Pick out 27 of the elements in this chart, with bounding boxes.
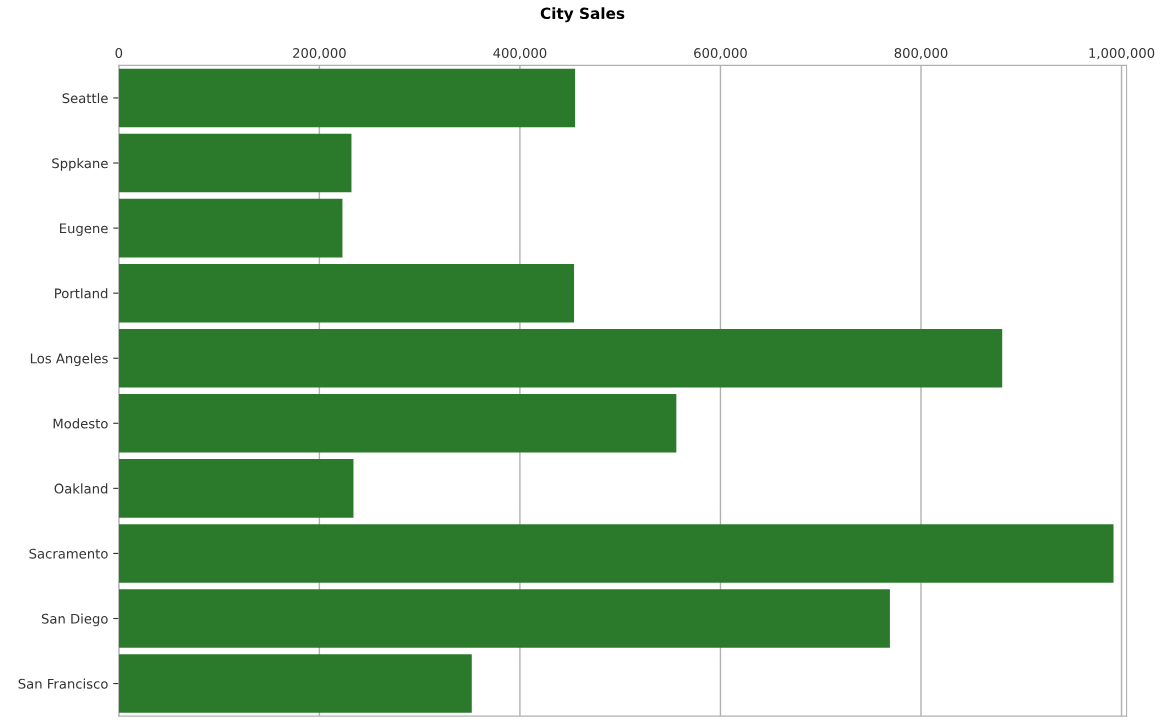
y-tick-label: Portland <box>55 288 108 299</box>
x-tick-label: 800,000 <box>894 48 948 60</box>
bar <box>118 263 575 323</box>
bar <box>118 589 890 648</box>
bar <box>118 133 352 193</box>
y-tick-label: San Diego <box>41 613 108 627</box>
chart-title: City Sales <box>540 7 625 23</box>
bar <box>118 198 343 258</box>
y-tick-label: San Francisco <box>18 678 108 689</box>
bar <box>118 524 1114 583</box>
x-tick-label: 200,000 <box>293 48 346 60</box>
y-tick-label: Oakland <box>54 483 108 494</box>
y-tick-label: Eugene <box>60 223 108 236</box>
bar <box>118 328 1003 388</box>
x-tick-label: 1,000,000 <box>1089 48 1155 60</box>
bar <box>118 654 472 713</box>
x-tick-label: 400,000 <box>493 48 547 60</box>
bar <box>118 459 354 518</box>
y-tick-label: Seattle <box>62 92 108 104</box>
y-tick-label: Sppkane <box>52 158 108 171</box>
y-tick-label: Los Angeles <box>30 353 108 366</box>
bar <box>118 68 576 128</box>
y-tick-label: Sacramento <box>29 548 108 559</box>
x-tick-label: 0 <box>115 48 123 59</box>
y-tick-label: Modesto <box>53 418 108 429</box>
x-tick-label: 600,000 <box>694 48 747 60</box>
bar <box>118 394 677 453</box>
